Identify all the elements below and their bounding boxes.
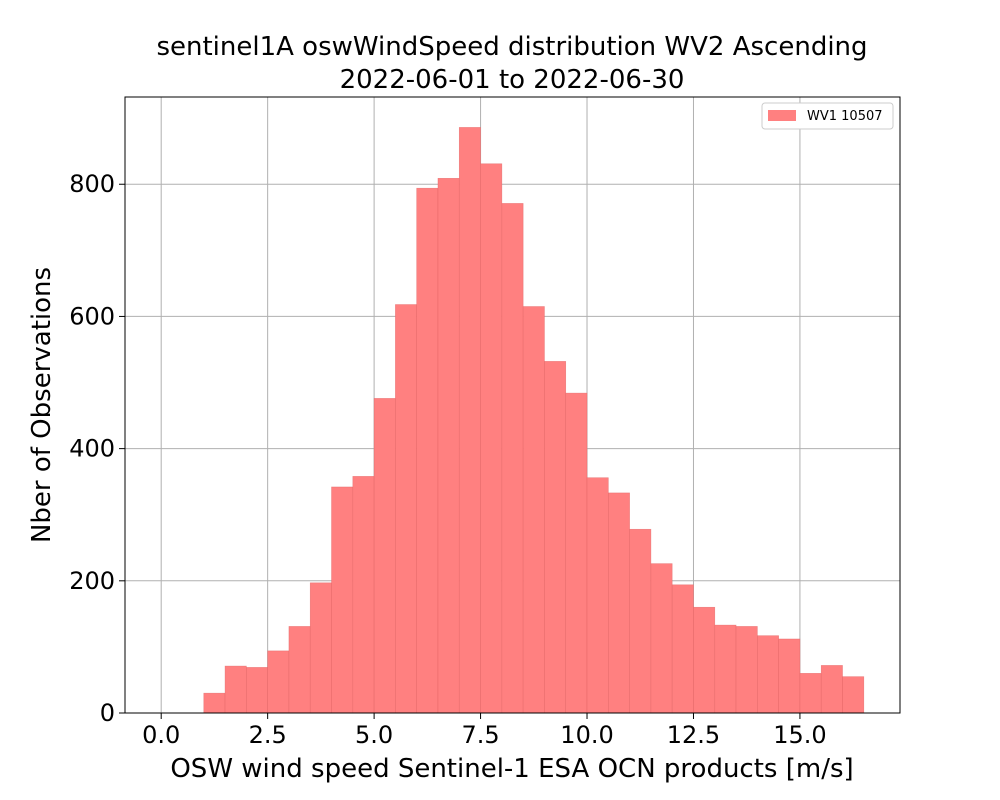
histogram-bar: [778, 638, 801, 714]
histogram-bar: [288, 626, 311, 714]
x-tick-label: 0.0: [142, 721, 180, 749]
histogram-bar: [416, 187, 439, 714]
histogram-bar: [735, 626, 758, 714]
histogram-bar: [671, 584, 694, 714]
x-tick-label: 12.5: [667, 721, 720, 749]
histogram-bar: [267, 650, 290, 714]
histogram-bar: [395, 304, 417, 714]
histogram-bar: [352, 476, 375, 714]
y-tick-label: 800: [69, 170, 115, 198]
x-tick-label: 15.0: [773, 721, 826, 749]
histogram-bar: [650, 563, 673, 714]
histogram-bar: [437, 177, 460, 714]
x-tick-label: 7.5: [461, 721, 499, 749]
histogram-bar: [757, 635, 779, 714]
y-tick-label: 200: [69, 567, 115, 595]
histogram-bar: [544, 361, 567, 714]
y-tick-label: 0: [100, 699, 115, 727]
histogram-bar: [586, 477, 609, 714]
histogram-bar: [246, 667, 268, 714]
histogram-bars: [203, 127, 865, 714]
histogram-bar: [224, 665, 247, 714]
legend-box: [761, 102, 894, 130]
x-tick-label: 2.5: [249, 721, 287, 749]
x-tick-label: 10.0: [560, 721, 613, 749]
legend-swatch: [768, 110, 796, 121]
legend: WV1 10507: [761, 102, 894, 130]
legend-label: WV1 10507: [807, 109, 883, 124]
axis-ticks: 0.0 2.5 5.0 7.5 10.0 12.5 15.0 0 200 400 600 800: [69, 170, 826, 749]
histogram-bar: [820, 665, 843, 714]
histogram-bar: [309, 582, 332, 714]
histogram-bar: [501, 203, 524, 714]
plot-frame: [124, 96, 901, 714]
histogram-bar: [203, 692, 226, 714]
histogram-bar: [842, 676, 865, 714]
y-tick-label: 400: [69, 435, 115, 463]
histogram-bar: [693, 606, 716, 714]
x-tick-label: 5.0: [355, 721, 393, 749]
histogram-bar: [480, 163, 503, 714]
chart-subtitle: 2022-06-01 to 2022-06-30: [340, 65, 685, 95]
histogram-bar: [331, 486, 354, 714]
y-axis-label: Nber of Observations: [27, 267, 57, 543]
histogram-bar: [799, 673, 822, 714]
histogram-bar: [373, 398, 396, 714]
histogram-bar: [565, 392, 588, 714]
histogram-bar: [714, 624, 737, 714]
x-axis-label: OSW wind speed Sentinel-1 ESA OCN produc…: [170, 754, 853, 784]
y-tick-label: 600: [69, 302, 115, 330]
histogram-bar: [458, 127, 481, 714]
histogram-bar: [522, 306, 545, 714]
chart-title: sentinel1A oswWindSpeed distribution WV2…: [156, 32, 867, 62]
histogram-bar: [608, 492, 630, 714]
histogram-bar: [629, 528, 652, 714]
